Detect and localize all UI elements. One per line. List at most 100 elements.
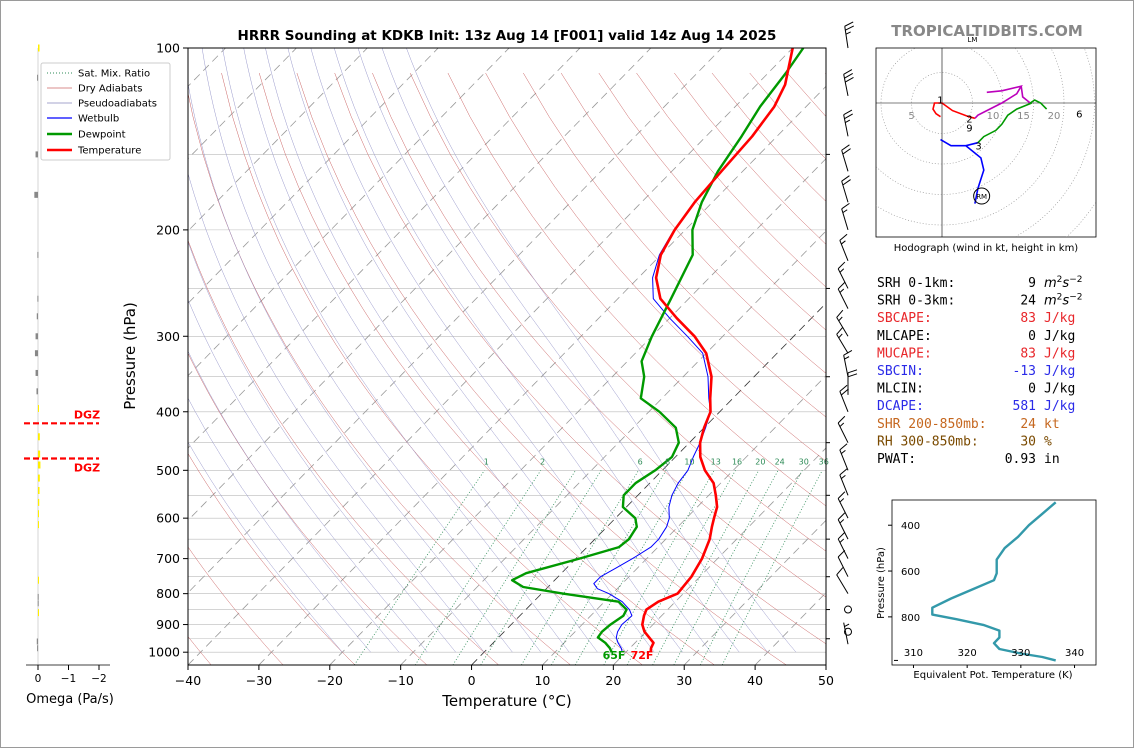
skewt-background-lines <box>0 48 826 665</box>
barb-staff <box>839 240 849 261</box>
barb-flag-half <box>839 538 845 543</box>
omega-bar <box>38 474 40 482</box>
isotherm-line <box>0 48 13 665</box>
barb-flag-full <box>837 281 846 290</box>
hodograph-segment-red <box>932 102 976 120</box>
stat-unit: J/kg <box>1044 311 1075 326</box>
skewt-panel: 1 2 6 8 10 13 16 20 24 30 36 −40 −30 −20 −10 0 10 20 30 40… <box>0 21 858 710</box>
legend-label-temperature: Temperature <box>77 146 141 157</box>
isotherm-line <box>188 48 652 521</box>
stat-value: 0.93 <box>1005 452 1036 467</box>
barb-staff <box>837 422 849 443</box>
x-tick-label: 40 <box>747 673 763 688</box>
mixing-ratio-label: 1 <box>484 458 489 467</box>
stat-value: 24 <box>1020 294 1036 309</box>
barb-staff <box>837 519 849 540</box>
dry-adiabat <box>188 546 284 665</box>
pseudoadiabat <box>287 48 655 653</box>
hodograph-segment-green2 <box>977 102 1033 144</box>
omega-tick-label: 0 <box>35 673 42 685</box>
omega-bars <box>34 44 41 652</box>
legend-box <box>40 62 171 161</box>
thetae-profile <box>931 501 1057 662</box>
stat-row: SHR 200-850mb: 24 kt <box>877 417 1060 432</box>
mixing-ratio-label: 6 <box>638 458 643 467</box>
stat-label: SRH 0-1km: <box>877 276 955 291</box>
stat-row: SRH 0-1km: 9 m2s−2 <box>877 275 1082 291</box>
mixing-ratio-line <box>574 470 689 665</box>
brand-watermark: TROPICALTIDBITS.COM <box>891 22 1083 40</box>
stat-value: 581 <box>1013 399 1036 414</box>
x-tick-label: 20 <box>605 673 621 688</box>
stat-value: 24 <box>1020 417 1036 432</box>
stat-value: 0 <box>1028 329 1036 344</box>
barb-flag-full <box>837 549 846 558</box>
x-tick-label: −30 <box>246 673 272 688</box>
omega-bar <box>38 510 39 518</box>
stat-unit: J/kg <box>1044 346 1075 361</box>
mixing-ratio-line <box>521 470 639 665</box>
temperature-line <box>640 48 794 653</box>
stat-label: MLCAPE: <box>877 329 932 344</box>
omega-bar <box>35 333 38 340</box>
stat-label: RH 300-850mb: <box>877 434 979 449</box>
y-tick-label: 100 <box>156 41 180 56</box>
dry-adiabat <box>372 72 826 598</box>
thetae-y-label: Pressure (hPa) <box>876 547 887 619</box>
hodograph-ring <box>876 48 1065 226</box>
thetae-y-tick-label: 800 <box>901 613 920 624</box>
omega-bar <box>37 251 39 258</box>
legend-label-wetbulb: Wetbulb <box>78 114 119 125</box>
barb-staff <box>839 449 849 471</box>
barb-flag-half <box>838 333 843 339</box>
hodograph-ring-label: 5 <box>908 111 914 122</box>
y-tick-label: 600 <box>156 511 180 526</box>
barb-flag-full <box>841 175 850 182</box>
barb-flag-full <box>839 233 848 241</box>
barb-flag-full <box>841 144 850 151</box>
barb-staff <box>837 288 849 309</box>
mixing-ratio-label: 36 <box>819 458 829 467</box>
thetae-x-tick-label: 330 <box>1011 648 1030 659</box>
barb-flag-full <box>843 109 853 116</box>
y-axis-label: Pressure (hPa) <box>121 302 139 410</box>
isotherm-line <box>188 48 297 160</box>
omega-bar <box>35 151 38 158</box>
mixing-ratio-label: 13 <box>711 458 721 467</box>
isotherm-line <box>683 519 826 665</box>
storm-motion-rm-marker <box>973 187 991 205</box>
mixing-ratio-label: 24 <box>775 458 785 467</box>
stat-label: SHR 200-850mb: <box>877 417 987 432</box>
omega-bar <box>37 593 39 600</box>
barb-flag-full <box>836 309 844 318</box>
omega-tick-label: −1 <box>61 673 76 685</box>
isotherm-zero <box>471 302 826 665</box>
barb-flag-full <box>837 512 846 520</box>
pseudoadiabat <box>406 48 797 653</box>
pseudoadiabat <box>381 48 768 653</box>
barb-staff <box>836 574 849 594</box>
hodograph-height-label: 2 <box>966 114 972 125</box>
hodograph-segment-green <box>1029 99 1048 110</box>
mixing-ratio-label: 10 <box>684 458 694 467</box>
stat-unit: m2s−2 <box>1044 293 1082 309</box>
isotherm-line <box>188 48 368 232</box>
stat-value: 9 <box>1028 276 1036 291</box>
wetbulb-line <box>593 229 711 653</box>
dgz-label: DGZ <box>74 462 100 475</box>
stat-row: DCAPE: 581 J/kg <box>877 399 1075 414</box>
thetae-x-tick-label: 340 <box>1065 648 1084 659</box>
stat-unit: % <box>1044 434 1052 449</box>
stat-label: SRH 0-3km: <box>877 294 955 309</box>
isotherm-line <box>613 447 826 665</box>
barb-staff <box>841 150 849 172</box>
isotherm-line <box>188 48 581 449</box>
isotherm-line <box>542 375 826 665</box>
barb-flag-full <box>845 25 855 31</box>
storm-motion-rm-label: RM <box>976 193 987 201</box>
legend-label-pseudo: Pseudoadiabats <box>78 99 157 110</box>
omega-bar <box>38 609 39 617</box>
hodograph-ring-label: 10 <box>987 111 1000 122</box>
mixing-ratio-line <box>721 470 823 665</box>
stat-label: SBCIN: <box>877 364 924 379</box>
